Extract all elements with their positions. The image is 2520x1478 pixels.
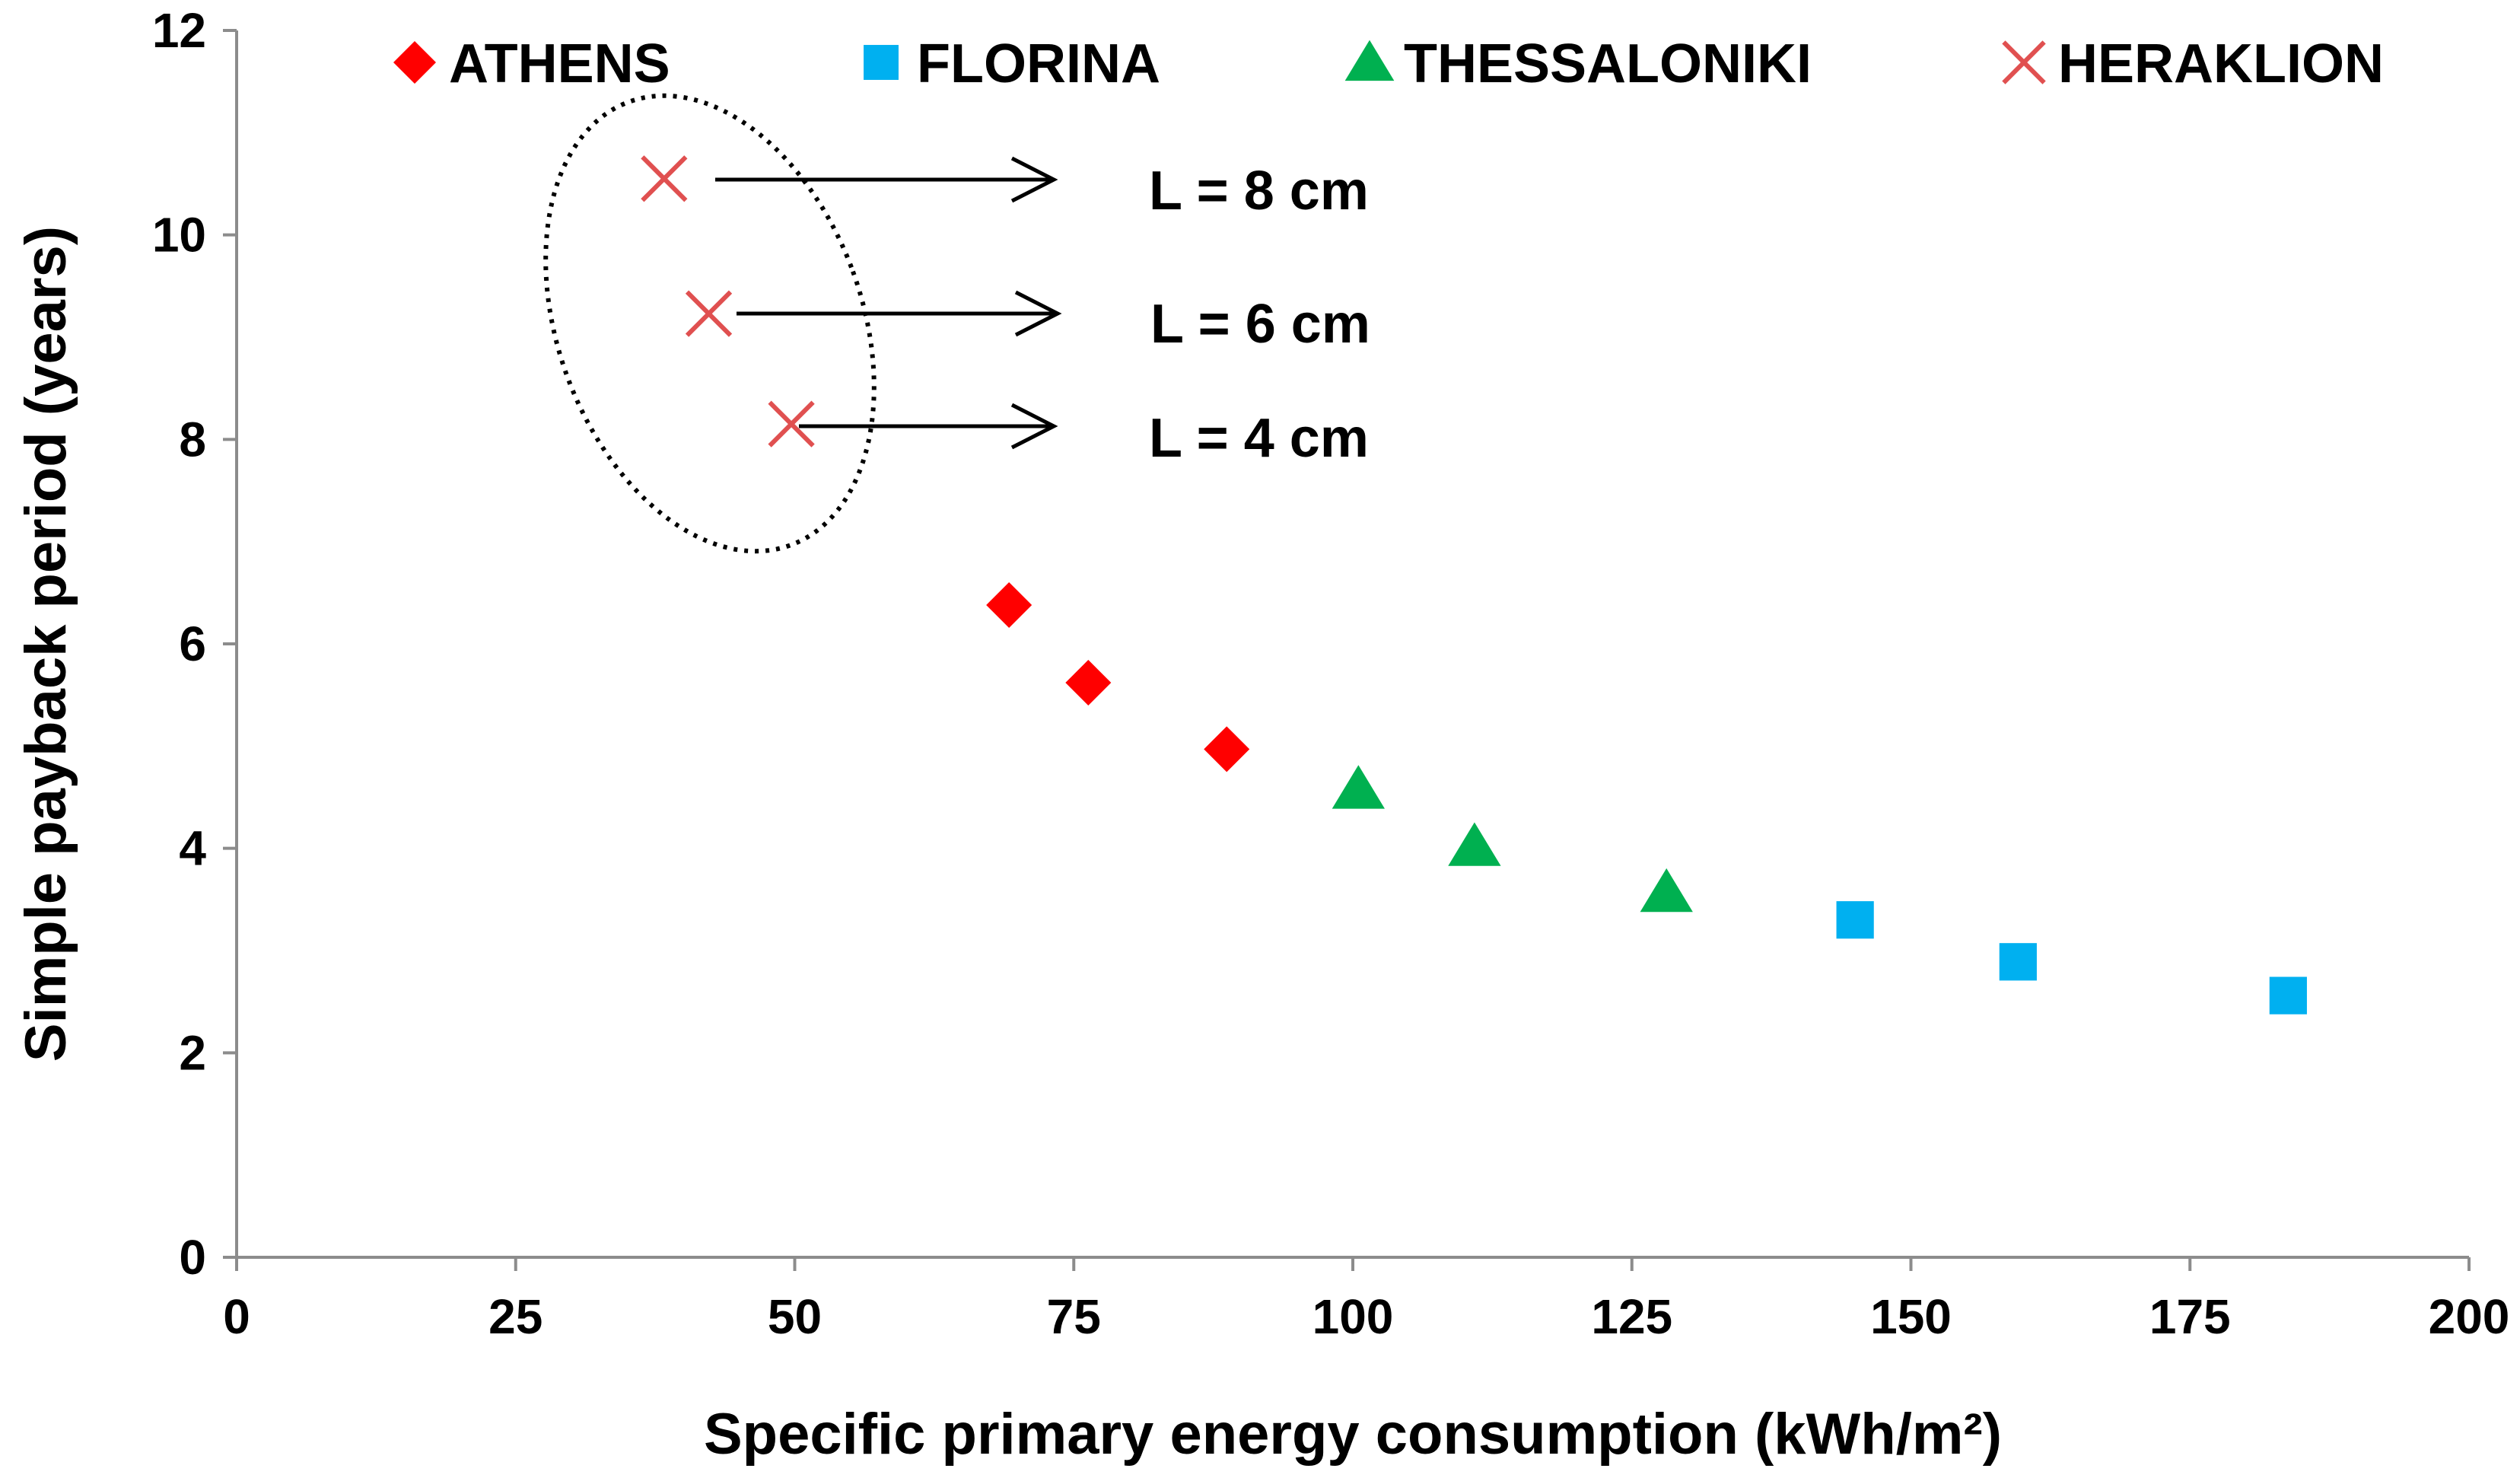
legend-label: FLORINA [917,33,1160,94]
data-point [1065,660,1112,706]
y-tick-label: 8 [179,412,206,467]
data-point [2269,976,2307,1015]
axis-ticks: 0 25 50 75 100 125 150 175 200 0 2 4 6 8 10 12 [152,3,2510,1344]
legend-item-thessaloniki: THESSALONIKI [1344,33,1812,94]
data-point [1836,901,1874,939]
legend-marker [864,45,899,80]
annotation-label: L = 4 cm [1149,408,1369,469]
annotation-arrow [737,290,1062,337]
annotation-label: L = 8 cm [1149,161,1369,221]
annotation-arrow [799,403,1058,450]
legend-marker [2002,40,2046,84]
legend-item-heraklion: HERAKLION [2002,33,2384,94]
data-point [986,581,1032,628]
legend-marker [1344,40,1395,81]
data-point [768,400,815,448]
data-point [1332,765,1385,809]
y-tick-label: 6 [179,616,206,671]
x-tick-label: 175 [2149,1289,2231,1344]
legend-item-florina: FLORINA [864,33,1160,94]
data-point [1448,822,1501,866]
legend-label: THESSALONIKI [1404,33,1812,94]
x-tick-label: 0 [223,1289,250,1344]
y-tick-label: 2 [179,1025,206,1080]
annotations: L = 8 cm L = 6 cm L = 4 cm [543,93,1370,554]
series-florina [1836,901,2307,1015]
legend-label: HERAKLION [2058,33,2384,94]
x-tick-label: 75 [1047,1289,1101,1344]
data-point [641,155,688,202]
y-tick-label: 0 [179,1230,206,1285]
y-tick-label: 12 [152,3,206,58]
series-heraklion [641,155,815,448]
x-tick-label: 150 [1870,1289,1952,1344]
data-point [1640,868,1693,913]
x-tick-label: 100 [1312,1289,1394,1344]
x-tick-label: 125 [1591,1289,1672,1344]
x-tick-label: 200 [2429,1289,2510,1344]
legend-item-athens: ATHENS [393,33,670,94]
y-tick-label: 4 [179,821,206,876]
x-axis-title: Specific primary energy consumption (kWh… [704,1402,2002,1467]
series-athens [986,581,1250,772]
series-thessaloniki [1332,765,1693,913]
annotation-label: L = 6 cm [1150,294,1370,355]
legend-label: ATHENS [449,33,670,94]
data-point [685,290,733,337]
x-tick-label: 25 [488,1289,542,1344]
legend: ATHENS FLORINA THESSALONIKI HERAKLION [393,33,2384,94]
y-axis-title: Simple payback period (years) [14,226,78,1062]
x-tick-label: 50 [768,1289,822,1344]
data-point [1204,726,1250,772]
annotation-arrow [715,156,1058,203]
data-point [1999,943,2037,981]
annotation-ellipse [543,93,877,554]
legend-marker [393,41,436,84]
data-points [641,155,2307,1015]
y-tick-label: 10 [152,208,206,263]
